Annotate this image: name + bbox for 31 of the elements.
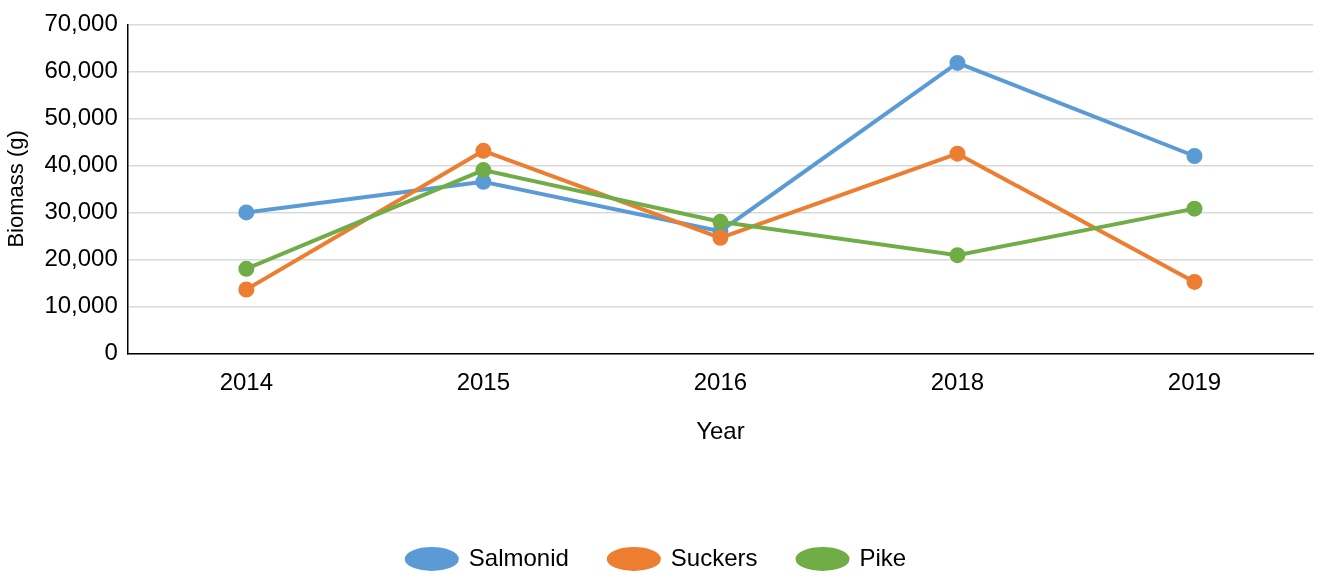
- legend-label: Salmonid: [468, 543, 569, 571]
- x-tick-label: 2015: [456, 368, 511, 396]
- legend-label: Suckers: [670, 543, 758, 571]
- point: [712, 229, 729, 246]
- x-tick-label: 2019: [1167, 368, 1222, 396]
- point: [949, 54, 966, 71]
- point: [238, 260, 255, 277]
- point: [949, 145, 966, 162]
- point: [238, 204, 255, 221]
- y-tick-label: 30,000: [44, 197, 118, 225]
- x-tick-label: 2016: [693, 368, 748, 396]
- y-tick-label: 60,000: [44, 56, 118, 84]
- point: [949, 247, 966, 264]
- point: [1186, 148, 1203, 164]
- y-axis-title: Biomass (g): [3, 130, 29, 248]
- y-tick-label: 10,000: [44, 291, 118, 319]
- point: [1186, 273, 1203, 290]
- y-tick-label: 50,000: [44, 103, 118, 131]
- x-tick-label: 2018: [930, 368, 985, 396]
- y-tick-label: 20,000: [44, 244, 118, 272]
- y-tick-label: 40,000: [44, 150, 118, 178]
- legend-label: Pike: [859, 543, 907, 571]
- point: [475, 162, 492, 179]
- x-tick-label: 2014: [219, 368, 274, 396]
- point: [475, 142, 492, 159]
- point: [712, 213, 729, 230]
- x-axis-title: Year: [696, 417, 745, 445]
- y-tick-label: 70,000: [44, 9, 118, 37]
- y-tick-label: 0: [104, 338, 118, 366]
- point: [238, 281, 255, 298]
- point: [1186, 200, 1203, 217]
